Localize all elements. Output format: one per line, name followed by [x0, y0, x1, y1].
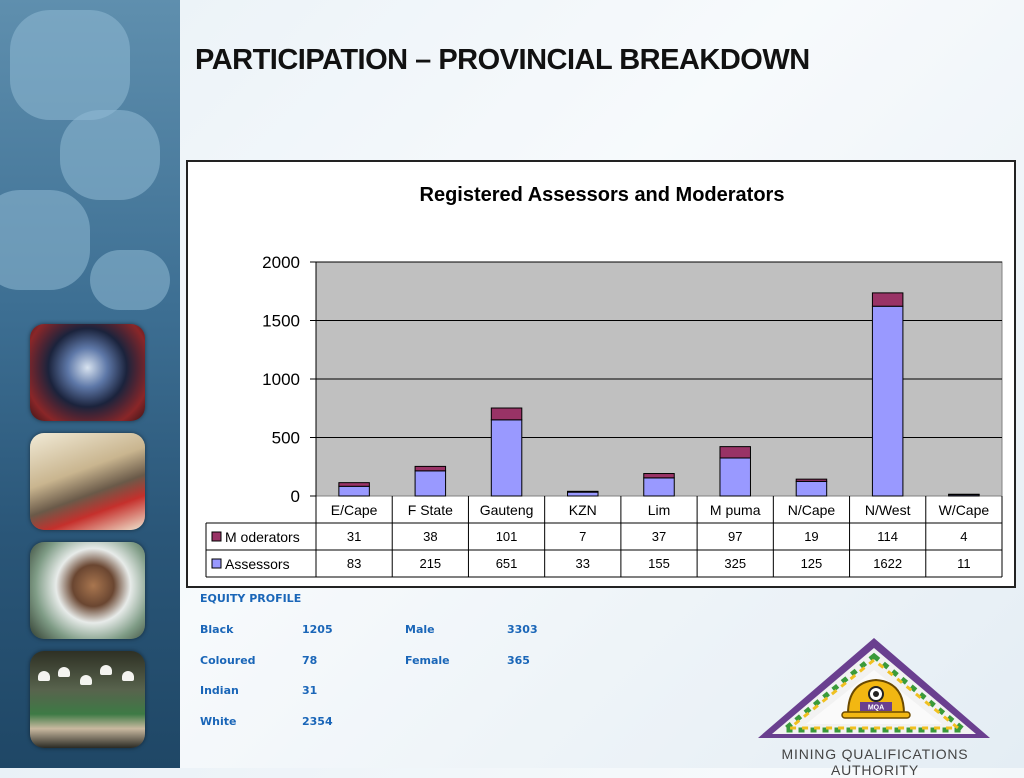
race-label-indian: Indian: [200, 684, 239, 697]
hard-hat-icon: [841, 678, 911, 719]
table-cell: 38: [423, 529, 437, 544]
bar-assessors-kzn: [567, 491, 599, 497]
race-label-white: White: [200, 715, 237, 728]
chart-title: Registered Assessors and Moderators: [420, 184, 785, 206]
x-category-label: F State: [408, 502, 453, 518]
table-cell: 11: [957, 556, 971, 571]
race-label-black: Black: [200, 623, 234, 636]
table-cell: 125: [801, 556, 823, 571]
race-label-coloured: Coloured: [200, 654, 256, 667]
x-category-label: M puma: [710, 502, 761, 518]
race-value-black: 1205: [302, 623, 333, 636]
x-category-label: W/Cape: [939, 502, 990, 518]
race-value-indian: 31: [302, 684, 318, 697]
bar-moderators-fstate: [414, 465, 447, 472]
table-cell: 7: [579, 529, 586, 544]
bar-assessors-gauteng: [490, 419, 523, 497]
y-tick-label: 500: [272, 429, 300, 448]
bar-assessors-ecape: [338, 485, 370, 497]
gender-value-male: 3303: [507, 623, 538, 636]
table-cell: 215: [419, 556, 441, 571]
x-category-label: N/Cape: [788, 502, 836, 518]
equity-profile: EQUITY PROFILE Black 1205 Coloured 78 In…: [200, 592, 560, 742]
table-cell: 101: [496, 529, 518, 544]
table-cell: 651: [496, 556, 518, 571]
gender-value-female: 365: [507, 654, 530, 667]
bar-assessors-ncape: [795, 480, 828, 497]
bar-moderators-nwest: [871, 292, 904, 307]
x-category-label: Lim: [648, 502, 671, 518]
table-cell: 83: [347, 556, 361, 571]
table-cell: 325: [724, 556, 746, 571]
y-tick-label: 1000: [262, 370, 300, 389]
photo-smiling-learner: [30, 542, 145, 639]
bar-moderators-mpuma: [719, 446, 751, 459]
table-cell: 31: [347, 529, 361, 544]
x-category-label: E/Cape: [331, 502, 378, 518]
stacked-bar-chart: Registered Assessors and Moderators 0 500…: [205, 184, 1003, 578]
bar-assessors-lim: [643, 477, 675, 497]
legend-label: M oderators: [225, 529, 300, 545]
table-cell: 37: [652, 529, 666, 544]
mqa-badge-text: MQA: [868, 705, 884, 712]
equity-heading: EQUITY PROFILE: [200, 592, 302, 605]
chart-container: Registered Assessors and Moderators 0 500…: [186, 160, 1016, 588]
gender-label-male: Male: [405, 623, 435, 636]
page-title: PARTICIPATION – PROVINCIAL BREAKDOWN: [195, 44, 810, 76]
organization-name: MINING QUALIFICATIONS AUTHORITY: [781, 746, 969, 778]
gender-label-female: Female: [405, 654, 450, 667]
x-category-label: KZN: [569, 502, 597, 518]
y-tick-label: 1500: [262, 312, 300, 331]
y-tick-label: 0: [291, 487, 300, 506]
legend-swatch: [211, 558, 222, 569]
table-cell: 19: [804, 529, 818, 544]
table-cell: 4: [960, 529, 967, 544]
race-value-white: 2354: [302, 715, 333, 728]
bar-moderators-lim: [643, 473, 675, 479]
table-cell: 155: [648, 556, 670, 571]
table-cell: 97: [728, 529, 742, 544]
photo-worker-training: [30, 433, 145, 530]
legend-swatch: [211, 531, 222, 542]
race-value-coloured: 78: [302, 654, 318, 667]
bar-assessors-fstate: [414, 470, 447, 497]
mqa-logo: MQA: [758, 638, 990, 738]
decorative-side-panel: [0, 0, 180, 768]
y-tick-label: 2000: [262, 253, 300, 272]
table-cell: 114: [877, 529, 898, 544]
x-category-label: N/West: [865, 502, 911, 518]
bar-moderators-wcape: [948, 493, 980, 496]
table-cell: 33: [576, 556, 590, 571]
bar-moderators-ncape: [795, 478, 828, 482]
table-cell: 1622: [873, 556, 902, 571]
photo-mine-workers-group: [30, 651, 145, 748]
legend-label: Assessors: [225, 556, 290, 572]
bar-moderators-kzn: [567, 490, 599, 493]
bar-assessors-nwest: [871, 305, 904, 497]
x-category-label: Gauteng: [480, 502, 534, 518]
bar-moderators-gauteng: [490, 407, 523, 421]
bar-moderators-ecape: [338, 482, 370, 487]
photo-mining-cable: [30, 324, 145, 421]
bar-assessors-mpuma: [719, 457, 751, 497]
